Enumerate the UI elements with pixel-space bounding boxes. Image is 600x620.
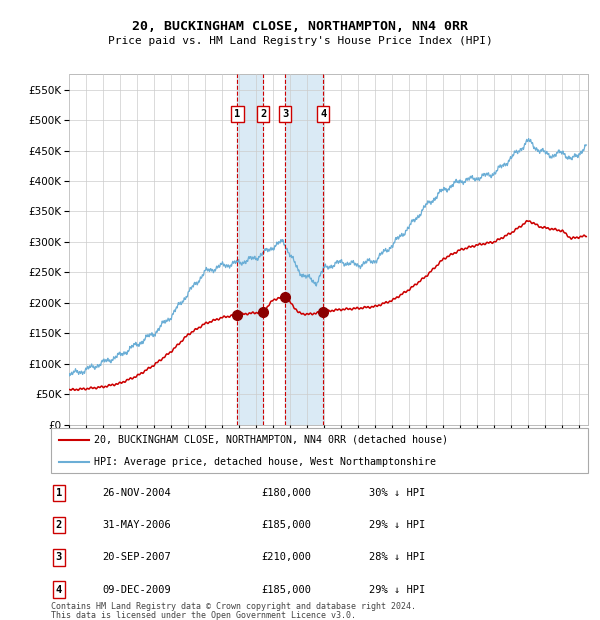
Text: 1: 1 bbox=[56, 488, 62, 498]
Text: This data is licensed under the Open Government Licence v3.0.: This data is licensed under the Open Gov… bbox=[51, 611, 356, 619]
Text: HPI: Average price, detached house, West Northamptonshire: HPI: Average price, detached house, West… bbox=[94, 457, 436, 467]
Text: 30% ↓ HPI: 30% ↓ HPI bbox=[369, 488, 425, 498]
Text: £185,000: £185,000 bbox=[261, 585, 311, 595]
Text: Contains HM Land Registry data © Crown copyright and database right 2024.: Contains HM Land Registry data © Crown c… bbox=[51, 602, 416, 611]
Text: £185,000: £185,000 bbox=[261, 520, 311, 530]
Text: 09-DEC-2009: 09-DEC-2009 bbox=[102, 585, 171, 595]
Bar bbox=[238, 74, 263, 425]
Text: 26-NOV-2004: 26-NOV-2004 bbox=[102, 488, 171, 498]
Text: 20, BUCKINGHAM CLOSE, NORTHAMPTON, NN4 0RR (detached house): 20, BUCKINGHAM CLOSE, NORTHAMPTON, NN4 0… bbox=[94, 435, 448, 445]
Text: Price paid vs. HM Land Registry's House Price Index (HPI): Price paid vs. HM Land Registry's House … bbox=[107, 36, 493, 46]
Text: 2: 2 bbox=[56, 520, 62, 530]
Text: 20, BUCKINGHAM CLOSE, NORTHAMPTON, NN4 0RR: 20, BUCKINGHAM CLOSE, NORTHAMPTON, NN4 0… bbox=[132, 20, 468, 33]
Text: 31-MAY-2006: 31-MAY-2006 bbox=[102, 520, 171, 530]
Text: 2: 2 bbox=[260, 109, 266, 119]
Text: 29% ↓ HPI: 29% ↓ HPI bbox=[369, 585, 425, 595]
Text: £210,000: £210,000 bbox=[261, 552, 311, 562]
Text: 28% ↓ HPI: 28% ↓ HPI bbox=[369, 552, 425, 562]
Text: 3: 3 bbox=[56, 552, 62, 562]
Text: 3: 3 bbox=[283, 109, 289, 119]
Text: 4: 4 bbox=[56, 585, 62, 595]
Text: 4: 4 bbox=[320, 109, 326, 119]
Text: £180,000: £180,000 bbox=[261, 488, 311, 498]
Text: 20-SEP-2007: 20-SEP-2007 bbox=[102, 552, 171, 562]
Text: 1: 1 bbox=[235, 109, 241, 119]
Bar bbox=[286, 74, 323, 425]
Text: 29% ↓ HPI: 29% ↓ HPI bbox=[369, 520, 425, 530]
